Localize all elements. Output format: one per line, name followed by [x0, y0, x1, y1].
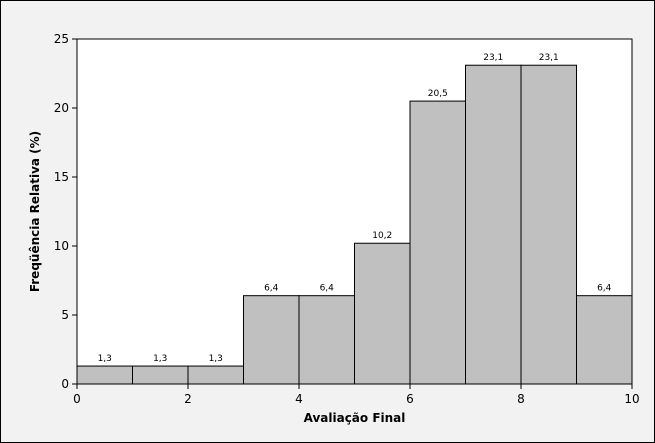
y-tick-label: 5	[61, 308, 69, 322]
y-tick-label: 10	[54, 239, 69, 253]
plot-frame	[76, 38, 633, 385]
histogram-bar	[409, 100, 466, 385]
bar-value-label: 10,2	[372, 231, 392, 241]
histogram-bar	[187, 365, 244, 385]
histogram-bar	[465, 64, 522, 385]
histogram-bar	[132, 365, 189, 385]
histogram-bar	[520, 64, 577, 385]
x-tick-label: 0	[73, 392, 81, 406]
y-axis-title: Freqüência Relativa (%)	[28, 131, 42, 292]
y-tick-label: 25	[54, 32, 69, 46]
bar-value-label: 1,3	[153, 354, 167, 364]
histogram-bar	[576, 295, 633, 385]
x-tick-label: 8	[517, 392, 525, 406]
histogram-bar	[298, 295, 355, 385]
bar-value-label: 20,5	[428, 89, 448, 99]
bar-value-label: 23,1	[483, 53, 503, 63]
bar-value-label: 6,4	[264, 284, 279, 294]
x-tick-label: 10	[624, 392, 639, 406]
bar-value-label: 23,1	[539, 53, 559, 63]
y-tick-label: 15	[54, 170, 69, 184]
bar-value-label: 1,3	[209, 354, 223, 364]
histogram-bar	[243, 295, 300, 385]
bar-value-label: 6,4	[320, 284, 335, 294]
y-tick-label: 0	[61, 377, 69, 391]
x-axis-title: Avaliação Final	[304, 411, 406, 425]
x-tick-label: 4	[295, 392, 303, 406]
bar-value-label: 1,3	[98, 354, 112, 364]
x-tick-label: 6	[406, 392, 414, 406]
histogram-bar	[76, 365, 133, 385]
y-tick-label: 20	[54, 101, 69, 115]
x-tick-label: 2	[184, 392, 192, 406]
histogram-bar	[354, 242, 411, 385]
bar-value-label: 6,4	[597, 284, 612, 294]
